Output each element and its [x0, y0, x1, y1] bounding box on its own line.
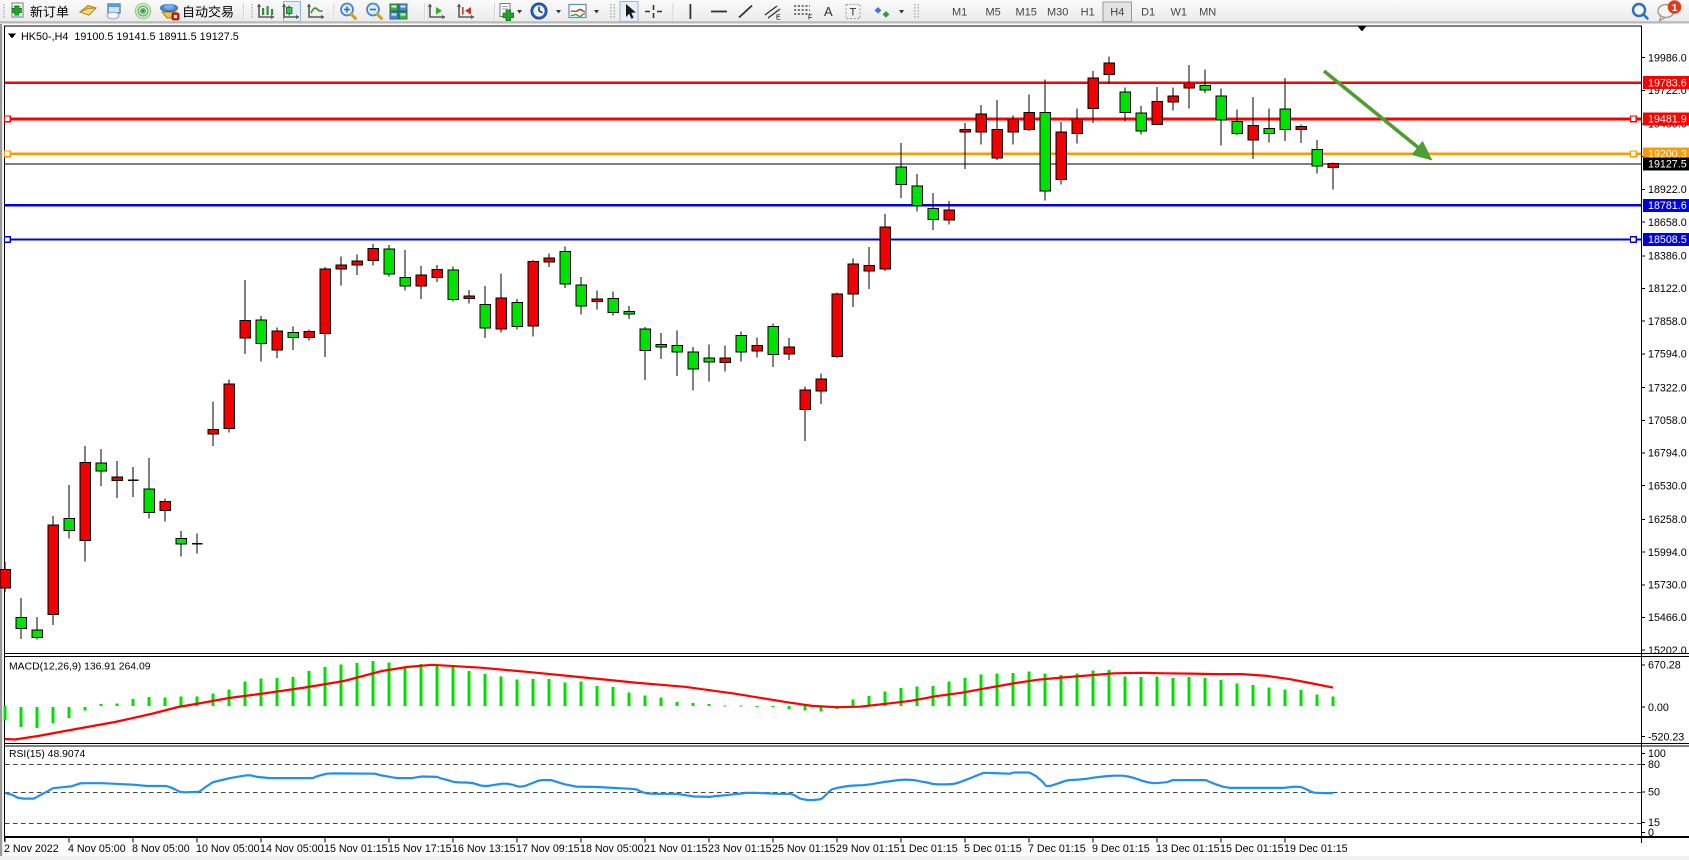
svg-text:D1: D1 — [1141, 7, 1155, 19]
svg-text:19127.5: 19127.5 — [1648, 159, 1687, 171]
svg-text:80: 80 — [1648, 759, 1660, 771]
svg-text:16 Nov 13:15: 16 Nov 13:15 — [452, 843, 516, 855]
svg-text:16530.0: 16530.0 — [1648, 480, 1687, 492]
svg-text:-520.23: -520.23 — [1648, 732, 1684, 744]
svg-text:M1: M1 — [952, 7, 967, 19]
svg-text:18922.0: 18922.0 — [1648, 184, 1687, 196]
svg-text:15994.0: 15994.0 — [1648, 547, 1687, 559]
svg-text:17 Nov 09:15: 17 Nov 09:15 — [516, 843, 580, 855]
svg-text:7 Dec 01:15: 7 Dec 01:15 — [1028, 843, 1086, 855]
svg-text:19481.9: 19481.9 — [1648, 114, 1687, 126]
svg-text:19986.0: 19986.0 — [1648, 52, 1687, 64]
svg-text:18658.0: 18658.0 — [1648, 217, 1687, 229]
svg-text:670.28: 670.28 — [1648, 660, 1681, 672]
svg-text:HK50-,H4 19100.5 19141.5 1891: HK50-,H4 19100.5 19141.5 18911.5 19127.5 — [21, 31, 239, 43]
svg-text:21 Nov 01:15: 21 Nov 01:15 — [644, 843, 708, 855]
svg-text:E: E — [776, 15, 781, 22]
svg-text:15466.0: 15466.0 — [1648, 612, 1687, 624]
svg-text:2 Nov 2022: 2 Nov 2022 — [4, 843, 59, 855]
svg-text:M5: M5 — [985, 7, 1000, 19]
svg-text:19783.6: 19783.6 — [1648, 77, 1687, 89]
svg-text:1: 1 — [1672, 2, 1678, 14]
svg-text:50: 50 — [1648, 787, 1660, 799]
svg-text:16794.0: 16794.0 — [1648, 448, 1687, 460]
svg-text:H1: H1 — [1081, 7, 1095, 19]
svg-text:MN: MN — [1199, 7, 1216, 19]
svg-text:13 Dec 01:15: 13 Dec 01:15 — [1156, 843, 1220, 855]
svg-text:RSI(15) 48.9074: RSI(15) 48.9074 — [9, 749, 85, 760]
svg-text:H4: H4 — [1110, 7, 1124, 19]
svg-text:M30: M30 — [1047, 7, 1068, 19]
svg-text:18122.0: 18122.0 — [1648, 283, 1687, 295]
svg-text:15 Dec 01:15: 15 Dec 01:15 — [1220, 843, 1284, 855]
svg-text:17594.0: 17594.0 — [1648, 349, 1687, 361]
svg-text:F: F — [808, 15, 812, 22]
svg-text:29 Nov 01:15: 29 Nov 01:15 — [836, 843, 900, 855]
svg-text:0: 0 — [1648, 827, 1654, 839]
svg-text:0.00: 0.00 — [1648, 702, 1669, 714]
svg-text:MACD(12,26,9) 136.91 264.09: MACD(12,26,9) 136.91 264.09 — [9, 662, 151, 673]
svg-text:T: T — [850, 7, 857, 19]
svg-text:14 Nov 05:00: 14 Nov 05:00 — [260, 843, 324, 855]
svg-text:18508.5: 18508.5 — [1648, 234, 1687, 246]
svg-text:A: A — [824, 4, 833, 19]
svg-text:1 Dec 01:15: 1 Dec 01:15 — [900, 843, 958, 855]
svg-text:15730.0: 15730.0 — [1648, 580, 1687, 592]
svg-text:15: 15 — [1648, 817, 1660, 829]
svg-text:5 Dec 01:15: 5 Dec 01:15 — [964, 843, 1022, 855]
svg-text:15 Nov 17:15: 15 Nov 17:15 — [388, 843, 452, 855]
svg-text:16258.0: 16258.0 — [1648, 514, 1687, 526]
svg-text:18386.0: 18386.0 — [1648, 251, 1687, 263]
svg-text:8 Nov 05:00: 8 Nov 05:00 — [132, 843, 190, 855]
svg-text:4 Nov 05:00: 4 Nov 05:00 — [68, 843, 126, 855]
svg-text:15202.0: 15202.0 — [1648, 645, 1687, 657]
svg-text:9 Dec 01:15: 9 Dec 01:15 — [1092, 843, 1150, 855]
svg-text:18 Nov 05:00: 18 Nov 05:00 — [580, 843, 644, 855]
svg-text:23 Nov 01:15: 23 Nov 01:15 — [708, 843, 772, 855]
svg-text:17858.0: 17858.0 — [1648, 316, 1687, 328]
svg-text:M15: M15 — [1015, 7, 1036, 19]
svg-text:15 Nov 01:15: 15 Nov 01:15 — [324, 843, 388, 855]
svg-text:25 Nov 01:15: 25 Nov 01:15 — [772, 843, 836, 855]
svg-text:W1: W1 — [1171, 7, 1188, 19]
svg-text:17322.0: 17322.0 — [1648, 382, 1687, 394]
svg-text:10 Nov 05:00: 10 Nov 05:00 — [196, 843, 260, 855]
svg-text:18781.6: 18781.6 — [1648, 200, 1687, 212]
svg-text:19 Dec 01:15: 19 Dec 01:15 — [1284, 843, 1348, 855]
svg-text:17058.0: 17058.0 — [1648, 415, 1687, 427]
svg-text:100: 100 — [1648, 748, 1666, 760]
